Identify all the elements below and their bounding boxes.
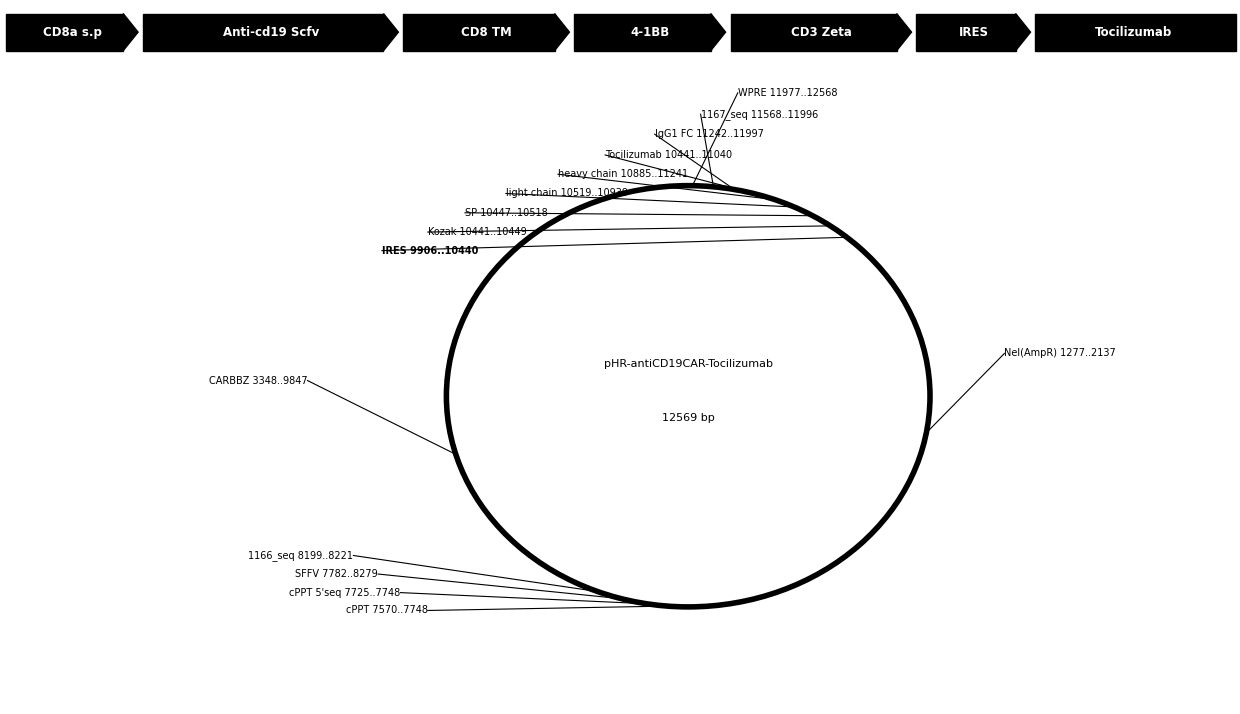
Text: pHR-antiCD19CAR-Tocilizumab: pHR-antiCD19CAR-Tocilizumab — [604, 359, 773, 369]
Text: SP 10447..10518: SP 10447..10518 — [465, 208, 548, 218]
Text: heavy chain 10885..11241: heavy chain 10885..11241 — [558, 169, 688, 179]
Text: 1166_seq 8199..8221: 1166_seq 8199..8221 — [248, 550, 353, 561]
Text: cPPT 7570..7748: cPPT 7570..7748 — [346, 605, 428, 615]
Text: CARBBZ 3348..9847: CARBBZ 3348..9847 — [208, 376, 308, 386]
Bar — [403, 14, 554, 51]
Text: Tocilizumab 10441..11040: Tocilizumab 10441..11040 — [605, 150, 733, 160]
Text: Tocilizumab: Tocilizumab — [1095, 26, 1172, 39]
Text: Nel(AmpR) 1277..2137: Nel(AmpR) 1277..2137 — [1004, 348, 1116, 358]
Polygon shape — [897, 14, 911, 51]
Polygon shape — [554, 14, 569, 51]
Text: Kozak 10441..10449: Kozak 10441..10449 — [428, 227, 527, 237]
Polygon shape — [711, 14, 725, 51]
Text: CD3 Zeta: CD3 Zeta — [791, 26, 852, 39]
Bar — [6, 14, 123, 51]
Text: IRES 9906..10440: IRES 9906..10440 — [382, 246, 479, 256]
Text: WPRE 11977..12568: WPRE 11977..12568 — [738, 88, 837, 98]
Polygon shape — [123, 14, 138, 51]
Bar — [730, 14, 897, 51]
Bar — [916, 14, 1016, 51]
Bar — [574, 14, 711, 51]
Text: 12569 bp: 12569 bp — [662, 413, 714, 423]
Text: Anti-cd19 Scfv: Anti-cd19 Scfv — [223, 26, 319, 39]
Text: IRES: IRES — [959, 26, 988, 39]
Text: 1167_seq 11568..11996: 1167_seq 11568..11996 — [701, 109, 818, 120]
Text: IgG1 FC 11242..11997: IgG1 FC 11242..11997 — [655, 129, 764, 139]
Text: 4-1BB: 4-1BB — [630, 26, 670, 39]
Polygon shape — [1016, 14, 1030, 51]
Text: SFFV 7782..8279: SFFV 7782..8279 — [295, 569, 378, 579]
Text: CD8a s.p: CD8a s.p — [42, 26, 102, 39]
Text: light chain 10519..10939: light chain 10519..10939 — [506, 188, 627, 198]
Bar — [143, 14, 383, 51]
Text: cPPT 5'seq 7725..7748: cPPT 5'seq 7725..7748 — [289, 588, 401, 598]
Text: CD8 TM: CD8 TM — [461, 26, 512, 39]
Polygon shape — [383, 14, 398, 51]
Bar — [1035, 14, 1236, 51]
